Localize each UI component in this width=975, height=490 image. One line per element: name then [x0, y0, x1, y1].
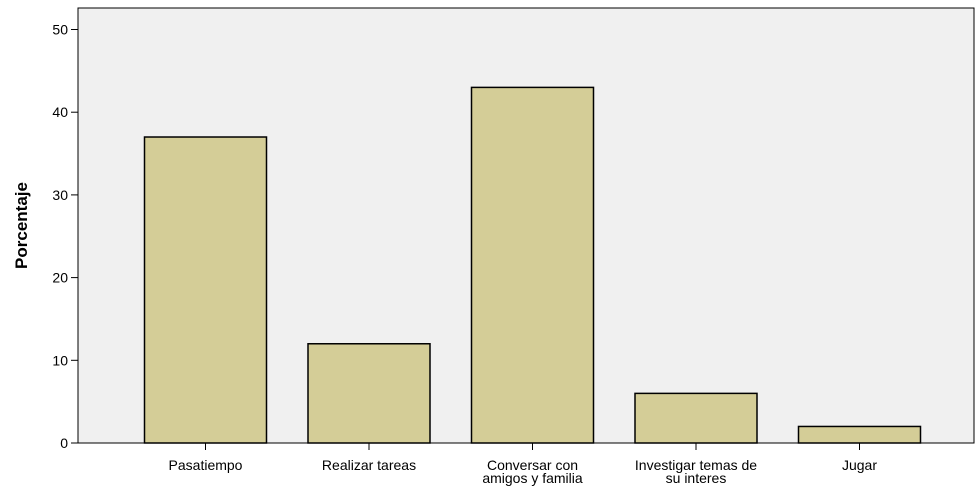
x-tick-label: Jugar: [842, 457, 877, 473]
y-tick-label: 20: [52, 270, 68, 286]
x-tick-label-line: amigos y familia: [482, 470, 583, 486]
x-tick-label-line: su interes: [666, 470, 727, 486]
x-tick-label-line: Jugar: [842, 457, 877, 473]
bars-group: [143, 86, 922, 444]
bar: [470, 86, 595, 444]
bar: [143, 136, 268, 444]
x-tick-label: Investigar temas de su interes: [635, 457, 757, 486]
bar: [634, 392, 758, 444]
y-tick-label: 50: [52, 22, 68, 38]
x-tick-label-line: Conversar con: [487, 457, 578, 473]
y-tick-label: 10: [52, 352, 68, 368]
bar: [797, 425, 922, 444]
x-tick-label-line: Pasatiempo: [169, 457, 243, 473]
y-tick-label: 30: [52, 187, 68, 203]
x-tick-label: Realizar tareas: [322, 457, 416, 473]
x-tick-label: Conversar con amigos y familia: [482, 457, 583, 486]
x-tick-label-line: Investigar temas de: [635, 457, 757, 473]
x-tick-label-line: Realizar tareas: [322, 457, 416, 473]
bar: [307, 343, 431, 444]
y-axis: 0 10 20 30 40 50: [52, 22, 78, 451]
x-tick-label: Pasatiempo: [169, 457, 243, 473]
y-axis-label: Porcentaje: [12, 182, 31, 269]
y-tick-label: 40: [52, 104, 68, 120]
x-axis: Pasatiempo Realizar tareas Conversar con am…: [169, 443, 877, 486]
y-tick-label: 0: [60, 435, 68, 451]
